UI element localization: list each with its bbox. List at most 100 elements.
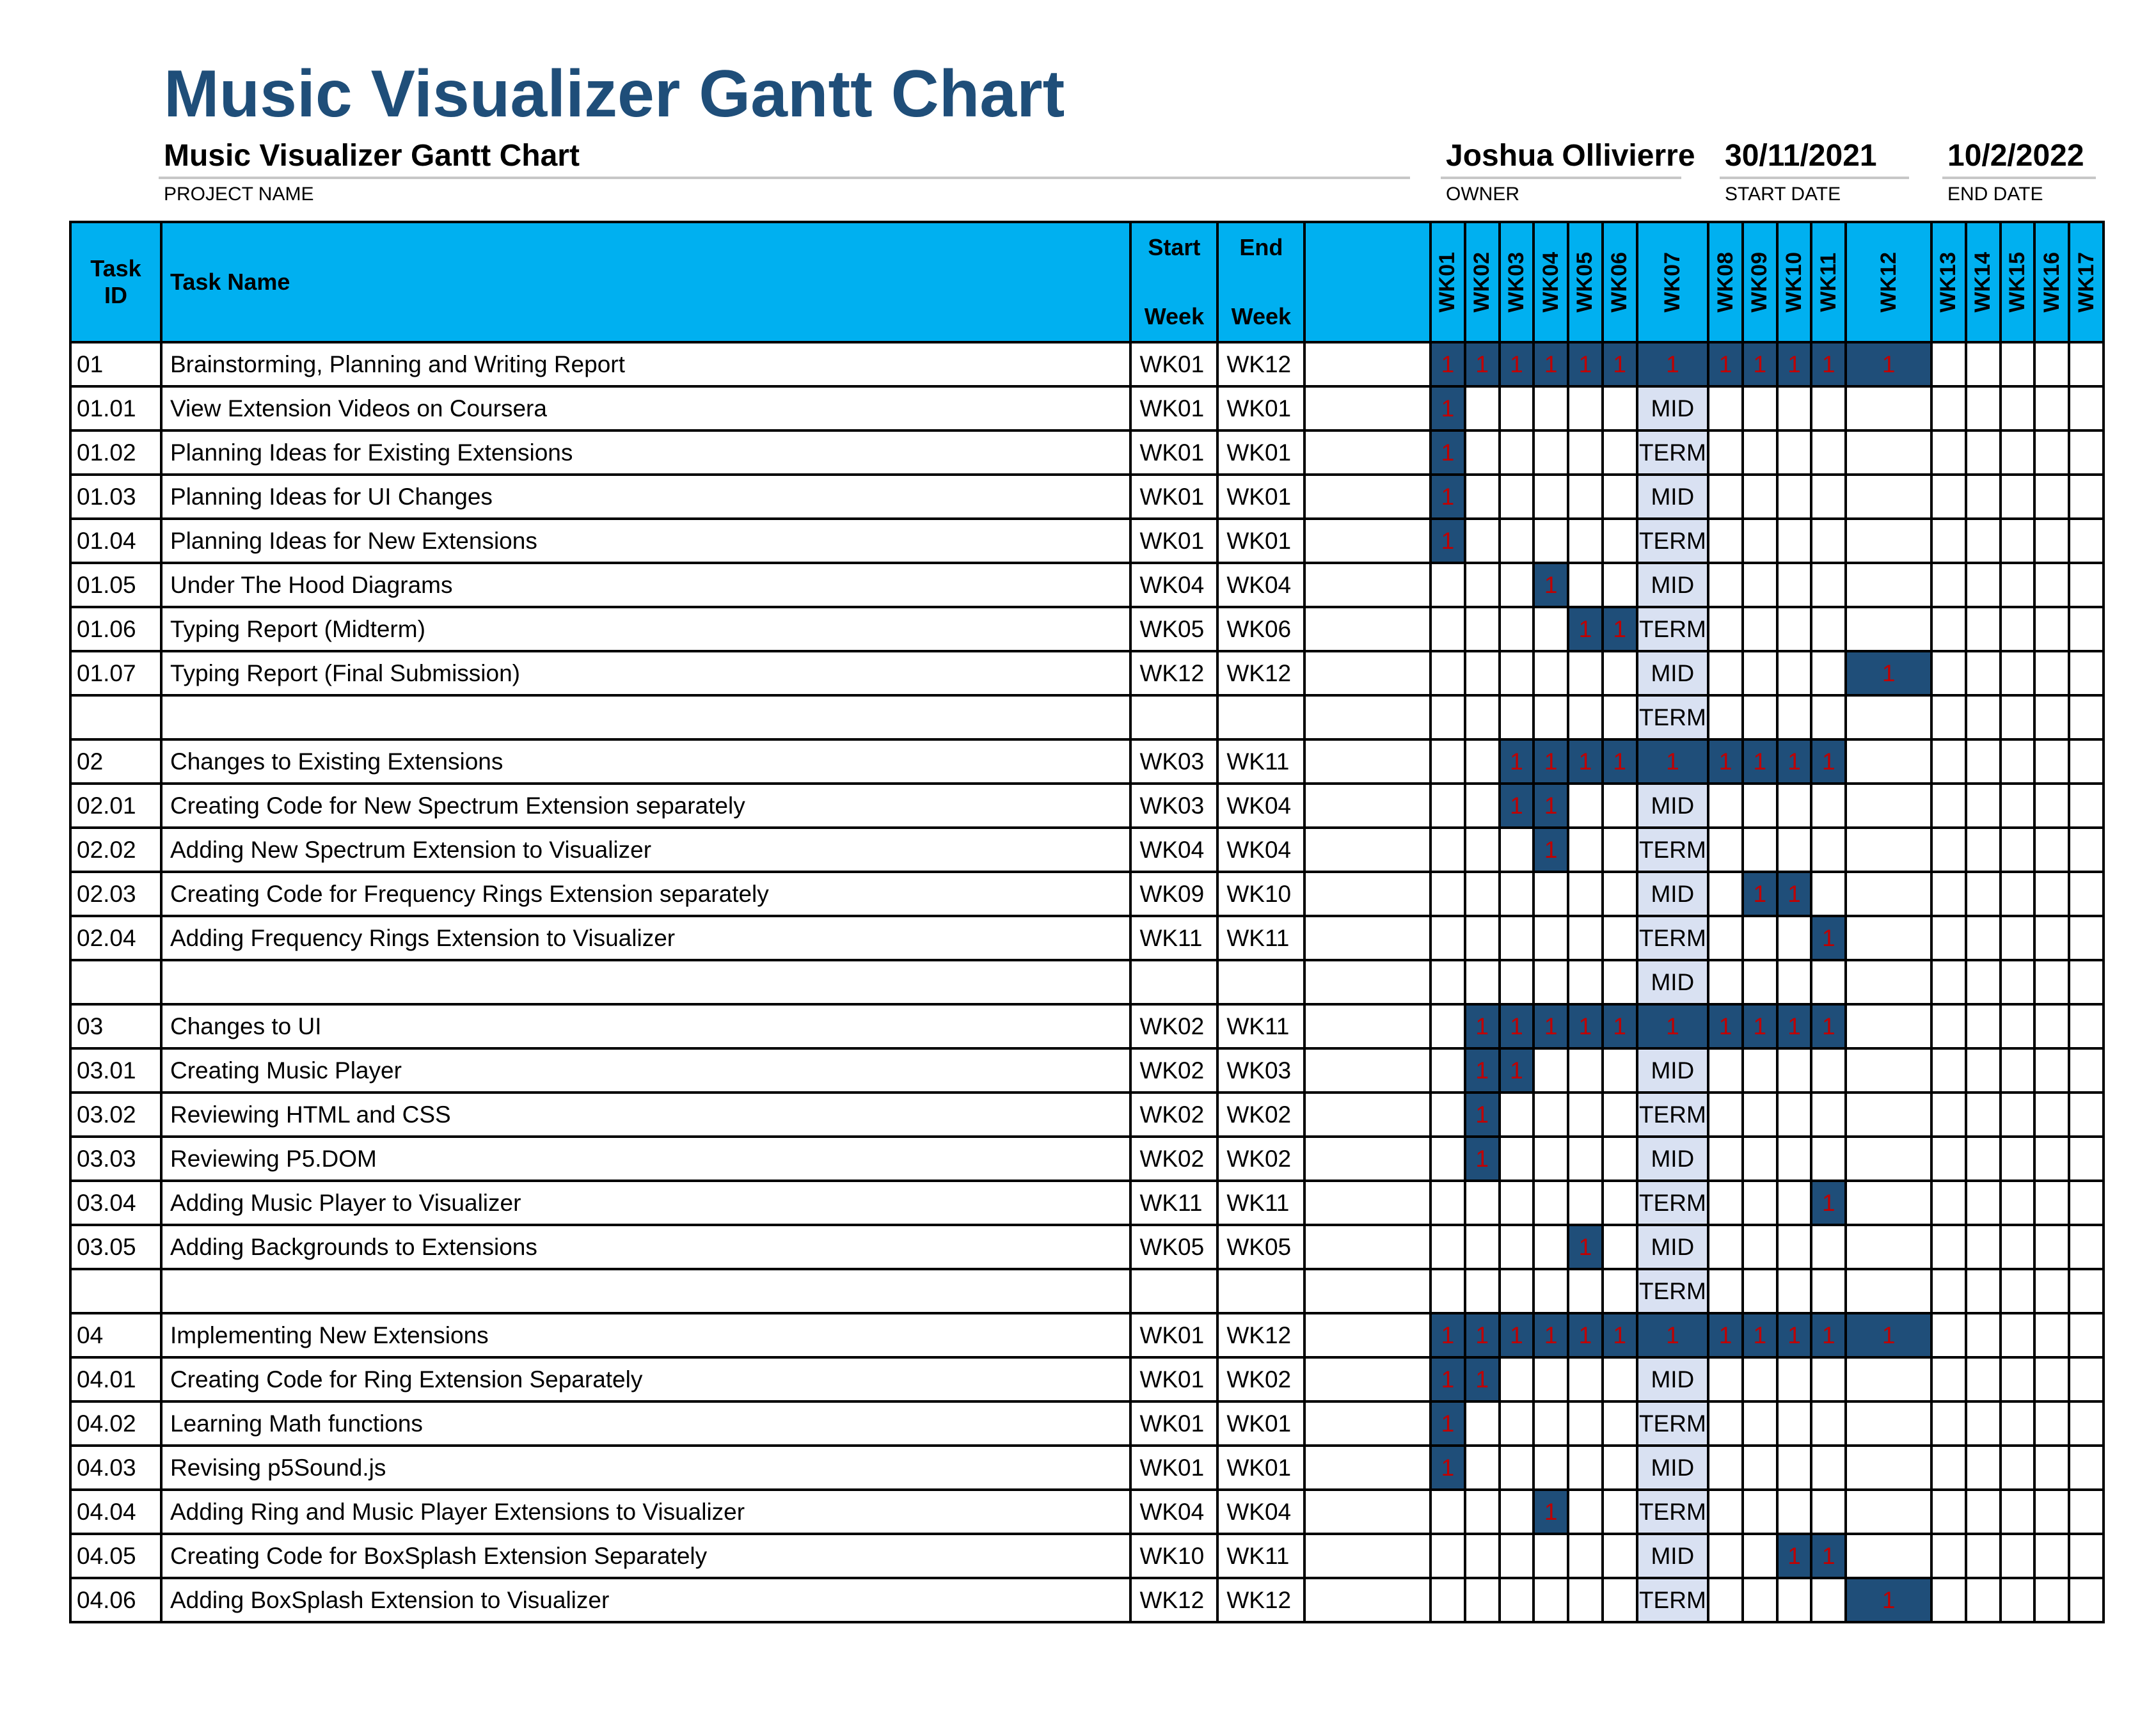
gantt-cell-wk12[interactable] xyxy=(1844,1356,1933,1403)
task-end-week-cell[interactable]: WK11 xyxy=(1216,915,1306,961)
gantt-cell-wk17[interactable] xyxy=(2068,429,2105,476)
gantt-cell-wk16[interactable] xyxy=(2033,738,2071,785)
gantt-cell-wk09[interactable] xyxy=(1741,385,1779,432)
task-start-week-cell[interactable]: WK04 xyxy=(1129,1488,1219,1535)
gantt-cell-wk01[interactable] xyxy=(1429,782,1466,829)
task-row[interactable]: 04.01 Creating Code for Ring Extension Se… xyxy=(69,1356,2105,1403)
gantt-cell-wk02[interactable] xyxy=(1463,1180,1501,1226)
task-end-week-cell[interactable] xyxy=(1216,694,1306,741)
task-end-week-cell[interactable]: WK11 xyxy=(1216,738,1306,785)
gantt-cell-wk09[interactable] xyxy=(1741,562,1779,608)
gantt-cell-wk15[interactable] xyxy=(1999,1312,2036,1359)
gantt-cell-wk06[interactable] xyxy=(1601,1135,1638,1182)
task-end-week-cell[interactable]: WK04 xyxy=(1216,782,1306,829)
gantt-cell-wk04[interactable] xyxy=(1532,959,1570,1006)
task-end-week-cell[interactable]: WK02 xyxy=(1216,1356,1306,1403)
gantt-cell-wk17[interactable] xyxy=(2068,1400,2105,1447)
gantt-cell-wk06[interactable] xyxy=(1601,1047,1638,1094)
gantt-cell-wk06[interactable] xyxy=(1601,1444,1638,1491)
gantt-cell-wk01[interactable] xyxy=(1429,562,1466,608)
gantt-cell-wk15[interactable] xyxy=(1999,1533,2036,1579)
gantt-cell-wk14[interactable] xyxy=(1964,1444,2002,1491)
task-row[interactable]: 01.06 Typing Report (Midterm) WK05 WK06 1 1 TE… xyxy=(69,606,2105,652)
gantt-cell-wk04[interactable] xyxy=(1532,1577,1570,1623)
start-date-field[interactable]: 30/11/2021 xyxy=(1720,136,1909,179)
task-spacer-cell[interactable] xyxy=(1303,1047,1432,1094)
gantt-cell-wk07[interactable]: MID xyxy=(1635,959,1710,1006)
gantt-cell-wk05[interactable] xyxy=(1567,562,1604,608)
task-start-week-cell[interactable]: WK09 xyxy=(1129,871,1219,917)
gantt-cell-wk07[interactable]: MID xyxy=(1635,1135,1710,1182)
gantt-cell-wk10[interactable]: 1 xyxy=(1775,341,1813,388)
gantt-cell-wk06[interactable] xyxy=(1601,562,1638,608)
gantt-cell-wk03[interactable] xyxy=(1498,1400,1535,1447)
gantt-cell-wk02[interactable] xyxy=(1463,473,1501,520)
task-name-cell[interactable]: Under The Hood Diagrams xyxy=(159,562,1132,608)
gantt-cell-wk11[interactable] xyxy=(1810,1224,1848,1270)
gantt-cell-wk12[interactable]: 1 xyxy=(1844,650,1933,697)
gantt-cell-wk03[interactable] xyxy=(1498,606,1535,652)
gantt-cell-wk09[interactable] xyxy=(1741,473,1779,520)
gantt-cell-wk04[interactable]: 1 xyxy=(1532,782,1570,829)
task-start-week-cell[interactable]: WK01 xyxy=(1129,1400,1219,1447)
gantt-cell-wk10[interactable]: 1 xyxy=(1775,1312,1813,1359)
gantt-cell-wk08[interactable] xyxy=(1707,871,1744,917)
gantt-cell-wk10[interactable] xyxy=(1775,1488,1813,1535)
gantt-cell-wk08[interactable] xyxy=(1707,385,1744,432)
gantt-cell-wk12[interactable] xyxy=(1844,1400,1933,1447)
gantt-cell-wk10[interactable]: 1 xyxy=(1775,1003,1813,1050)
gantt-cell-wk14[interactable] xyxy=(1964,1400,2002,1447)
gantt-cell-wk06[interactable] xyxy=(1601,1356,1638,1403)
gantt-cell-wk11[interactable] xyxy=(1810,1577,1848,1623)
task-end-week-cell[interactable]: WK04 xyxy=(1216,1488,1306,1535)
gantt-cell-wk14[interactable] xyxy=(1964,1047,2002,1094)
gantt-cell-wk17[interactable] xyxy=(2068,826,2105,873)
gantt-cell-wk04[interactable] xyxy=(1532,606,1570,652)
gantt-cell-wk12[interactable] xyxy=(1844,1268,1933,1314)
task-spacer-cell[interactable] xyxy=(1303,1444,1432,1491)
gantt-cell-wk01[interactable]: 1 xyxy=(1429,341,1466,388)
gantt-cell-wk05[interactable] xyxy=(1567,473,1604,520)
gantt-cell-wk04[interactable] xyxy=(1532,1268,1570,1314)
gantt-cell-wk09[interactable] xyxy=(1741,959,1779,1006)
task-spacer-cell[interactable] xyxy=(1303,1091,1432,1138)
gantt-cell-wk01[interactable]: 1 xyxy=(1429,385,1466,432)
gantt-cell-wk05[interactable] xyxy=(1567,1488,1604,1535)
gantt-cell-wk07[interactable]: MID xyxy=(1635,871,1710,917)
gantt-cell-wk02[interactable] xyxy=(1463,385,1501,432)
gantt-cell-wk12[interactable] xyxy=(1844,871,1933,917)
gantt-cell-wk04[interactable] xyxy=(1532,1224,1570,1270)
gantt-cell-wk03[interactable] xyxy=(1498,1488,1535,1535)
gantt-cell-wk01[interactable] xyxy=(1429,959,1466,1006)
gantt-cell-wk05[interactable] xyxy=(1567,826,1604,873)
gantt-cell-wk17[interactable] xyxy=(2068,1533,2105,1579)
gantt-cell-wk05[interactable] xyxy=(1567,871,1604,917)
task-name-cell[interactable]: Adding New Spectrum Extension to Visuali… xyxy=(159,826,1132,873)
gantt-cell-wk10[interactable] xyxy=(1775,959,1813,1006)
gantt-cell-wk01[interactable] xyxy=(1429,738,1466,785)
gantt-cell-wk13[interactable] xyxy=(1930,562,1967,608)
task-spacer-cell[interactable] xyxy=(1303,562,1432,608)
gantt-cell-wk08[interactable] xyxy=(1707,959,1744,1006)
gantt-cell-wk09[interactable] xyxy=(1741,1444,1779,1491)
gantt-cell-wk12[interactable] xyxy=(1844,738,1933,785)
gantt-cell-wk15[interactable] xyxy=(1999,738,2036,785)
gantt-cell-wk06[interactable] xyxy=(1601,1091,1638,1138)
gantt-cell-wk13[interactable] xyxy=(1930,517,1967,564)
gantt-cell-wk11[interactable] xyxy=(1810,1356,1848,1403)
gantt-cell-wk01[interactable] xyxy=(1429,650,1466,697)
gantt-cell-wk10[interactable] xyxy=(1775,1268,1813,1314)
gantt-cell-wk06[interactable] xyxy=(1601,1488,1638,1535)
gantt-cell-wk04[interactable] xyxy=(1532,650,1570,697)
gantt-cell-wk10[interactable] xyxy=(1775,826,1813,873)
gantt-cell-wk17[interactable] xyxy=(2068,606,2105,652)
gantt-cell-wk12[interactable] xyxy=(1844,1444,1933,1491)
gantt-cell-wk06[interactable]: 1 xyxy=(1601,1312,1638,1359)
gantt-cell-wk03[interactable] xyxy=(1498,385,1535,432)
gantt-cell-wk01[interactable] xyxy=(1429,1577,1466,1623)
task-name-cell[interactable]: Adding BoxSplash Extension to Visualizer xyxy=(159,1577,1132,1623)
gantt-cell-wk02[interactable] xyxy=(1463,1268,1501,1314)
gantt-cell-wk11[interactable] xyxy=(1810,429,1848,476)
gantt-cell-wk17[interactable] xyxy=(2068,1003,2105,1050)
gantt-cell-wk17[interactable] xyxy=(2068,959,2105,1006)
